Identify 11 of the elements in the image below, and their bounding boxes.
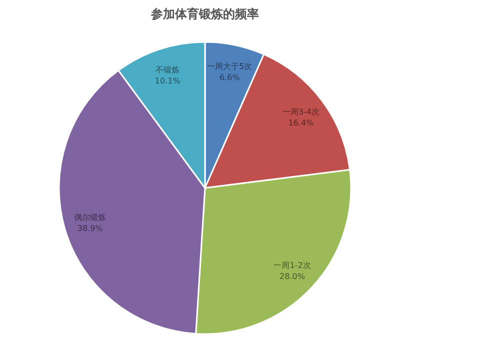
slice-label: 一周1-2次 — [274, 260, 311, 270]
slice-label: 偶尔锻炼 — [74, 212, 106, 222]
slice-label: 一周3-4次 — [282, 107, 320, 116]
data-label: 10.1% — [154, 76, 181, 86]
data-label: 6.6% — [219, 72, 240, 82]
data-label: 28.0% — [280, 272, 306, 281]
data-label: 16.4% — [288, 118, 314, 128]
data-label: 38.9% — [77, 224, 104, 233]
chart-title: 参加体育锻炼的频率 — [150, 7, 259, 21]
slice-label: 一周大于5次 — [207, 62, 252, 71]
slice-label: 不锻炼 — [156, 65, 180, 74]
